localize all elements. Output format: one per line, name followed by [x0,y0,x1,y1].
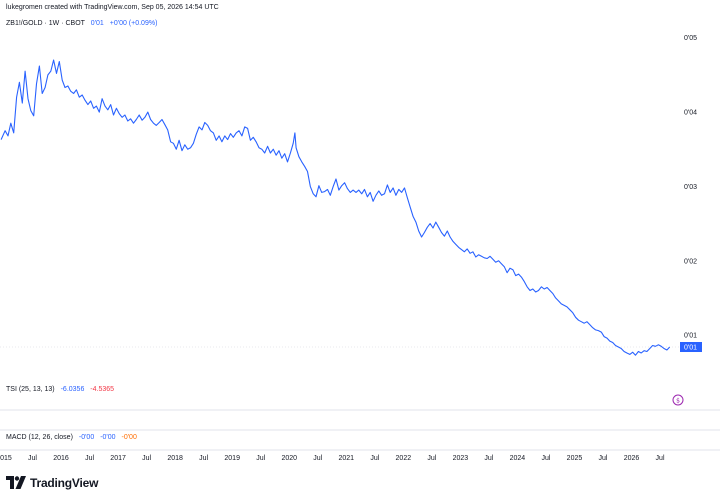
x-tick-label: 2015 [0,455,12,462]
series-line-0 [0,59,671,356]
svg-text:$: $ [676,398,680,405]
x-tick-label: 2017 [110,455,126,462]
macd-value-2: -0'00 [100,434,116,441]
y-tick-label: 0'04 [684,110,697,117]
x-tick-label: Jul [313,455,322,462]
last-value-label: 0'01 [680,342,702,353]
x-tick-label: Jul [599,455,608,462]
y-tick-label: 0'01 [684,333,697,340]
x-tick-label: 2022 [396,455,412,462]
x-tick-label: 2018 [167,455,183,462]
x-tick-label: Jul [256,455,265,462]
x-tick-label: 2024 [510,455,526,462]
x-tick-label: Jul [142,455,151,462]
macd-value-1: -0'00 [78,434,95,441]
x-tick-label: Jul [370,455,379,462]
symbol-value: 0'01 [90,20,104,27]
price-series [0,59,671,356]
x-tick-label: Jul [28,455,37,462]
x-tick-label: 2023 [453,455,469,462]
symbol-legend[interactable]: ZB1!/GOLD · 1W · CBOT 0'01 +0'00 (+0.09%… [6,20,157,27]
logo-text: TradingView [30,476,99,490]
x-axis: 2015 Jul 2016 Jul 2017 Jul 2018 Jul 2019 Jul 2020 J… [0,455,665,462]
x-tick-label: 2016 [53,455,69,462]
tsi-label: TSI (25, 13, 13) [6,386,55,393]
x-tick-label: 2019 [224,455,240,462]
y-tick-label: 0'05 [684,35,697,42]
tsi-value-2: -4.5365 [90,386,115,393]
chart-caption: lukegromen created with TradingView.com,… [6,4,219,11]
y-tick-label: 0'03 [684,184,697,191]
tsi-indicator[interactable]: TSI (25, 13, 13) -6.0356 -4.5365 [6,386,114,393]
x-tick-label: Jul [656,455,665,462]
symbol-name: ZB1!/GOLD · 1W · CBOT [6,20,85,27]
x-tick-label: Jul [484,455,493,462]
x-tick-label: Jul [85,455,94,462]
x-tick-label: 2026 [624,455,640,462]
x-tick-label: 2020 [281,455,297,462]
x-tick-label: 2025 [567,455,583,462]
chart-grid [0,346,720,451]
tsi-value-1: -6.0356 [60,386,85,393]
x-tick-label: 2021 [338,455,354,462]
x-tick-label: Jul [199,455,208,462]
macd-label: MACD (12, 26, close) [6,434,73,441]
x-tick-label: Jul [541,455,550,462]
y-axis: 0'05 0'04 0'03 0'02 0'01 [684,35,697,339]
y-tick-label: 0'02 [684,258,697,265]
last-value-text: 0'01 [684,345,697,352]
x-tick-label: Jul [427,455,436,462]
macd-value-3: -0'00 [121,434,137,441]
symbol-change: +0'00 (+0.09%) [109,20,158,27]
event-marker[interactable]: $ [672,394,684,406]
macd-indicator[interactable]: MACD (12, 26, close) -0'00 -0'00 -0'00 [6,434,137,441]
tradingview-logo[interactable]: TradingView [6,476,98,490]
tradingview-logo-icon [6,476,26,489]
